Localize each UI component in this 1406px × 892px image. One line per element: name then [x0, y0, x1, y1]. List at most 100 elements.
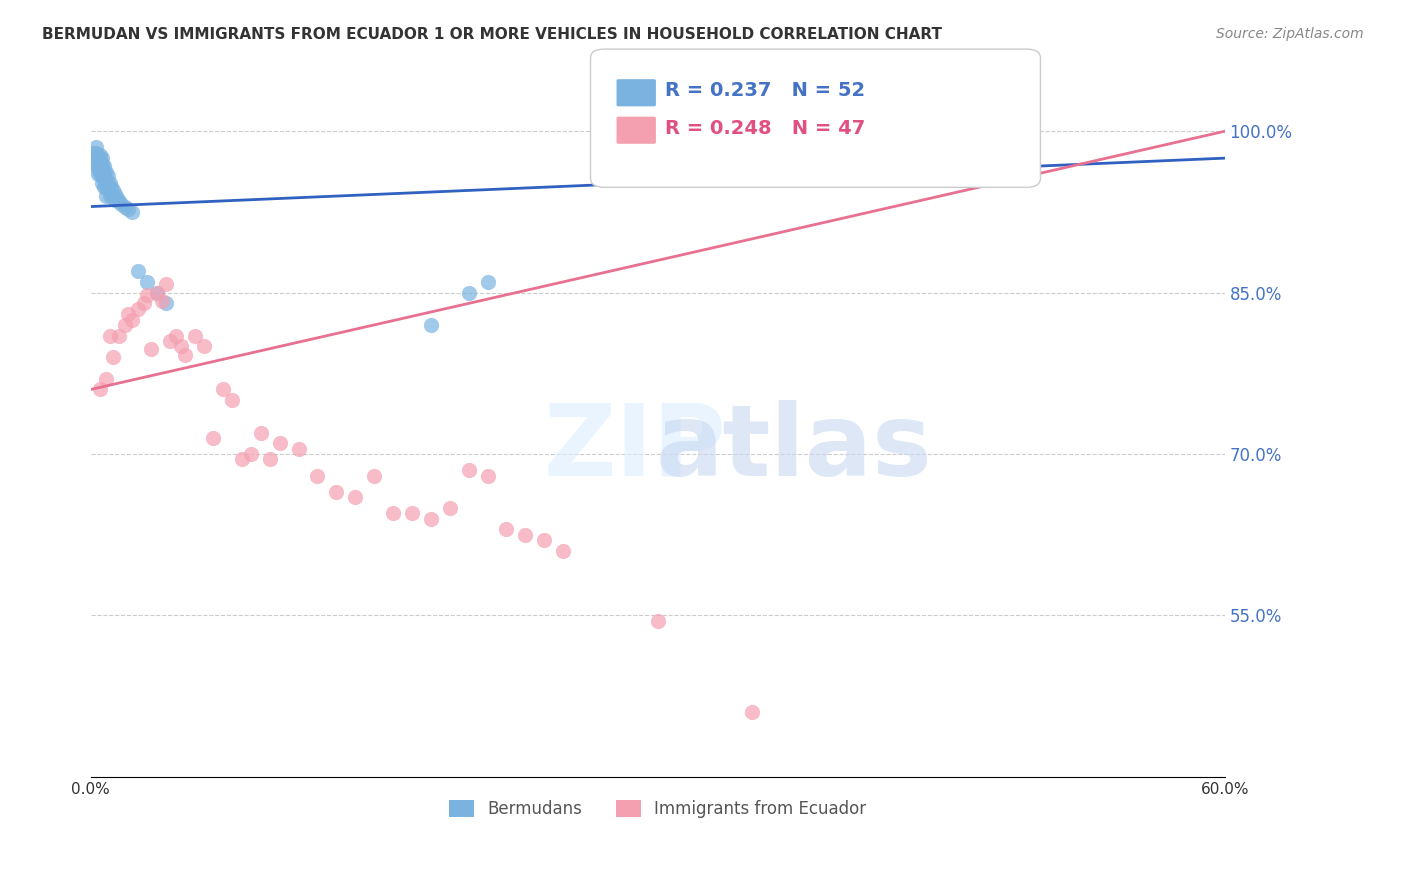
Point — [121, 312, 143, 326]
Point — [89, 383, 111, 397]
Point — [231, 452, 253, 467]
Point — [103, 189, 125, 203]
Point — [108, 194, 131, 209]
Point — [84, 140, 107, 154]
Point — [170, 339, 193, 353]
Point — [91, 161, 114, 176]
Point — [457, 285, 479, 300]
Point — [91, 169, 114, 184]
Point — [87, 154, 110, 169]
Point — [495, 522, 517, 536]
Point — [98, 189, 121, 203]
Point — [89, 167, 111, 181]
Point — [91, 151, 114, 165]
Point — [105, 191, 128, 205]
Point — [87, 167, 110, 181]
Point — [401, 506, 423, 520]
Point — [82, 145, 104, 160]
Point — [240, 447, 263, 461]
Point — [146, 285, 169, 300]
Point — [114, 200, 136, 214]
Point — [94, 165, 117, 179]
Point — [249, 425, 271, 440]
Point — [202, 431, 225, 445]
Point — [515, 528, 537, 542]
Point — [93, 180, 115, 194]
Point — [98, 183, 121, 197]
Point — [439, 500, 461, 515]
Point — [127, 264, 149, 278]
Point — [103, 350, 125, 364]
Text: ZIP: ZIP — [544, 400, 727, 497]
Point — [325, 484, 347, 499]
Point — [89, 148, 111, 162]
Point — [553, 544, 575, 558]
Point — [136, 275, 159, 289]
Point — [87, 161, 110, 176]
Point — [221, 393, 243, 408]
Point — [104, 193, 127, 207]
Point — [94, 372, 117, 386]
Point — [83, 151, 105, 165]
Point — [146, 285, 169, 300]
Point — [93, 159, 115, 173]
Point — [307, 468, 329, 483]
Point — [98, 176, 121, 190]
Point — [165, 328, 187, 343]
Point — [419, 511, 441, 525]
Point — [117, 307, 139, 321]
Legend: Bermudans, Immigrants from Ecuador: Bermudans, Immigrants from Ecuador — [443, 793, 873, 824]
Point — [94, 172, 117, 186]
Text: R = 0.237   N = 52: R = 0.237 N = 52 — [665, 81, 865, 101]
Point — [159, 334, 181, 348]
Point — [127, 301, 149, 316]
Point — [114, 318, 136, 332]
Text: Source: ZipAtlas.com: Source: ZipAtlas.com — [1216, 27, 1364, 41]
Point — [97, 169, 120, 184]
Point — [193, 339, 215, 353]
Point — [155, 296, 177, 310]
Point — [89, 151, 111, 165]
Point — [104, 186, 127, 201]
Point — [94, 180, 117, 194]
Text: atlas: atlas — [655, 400, 932, 497]
Point — [155, 277, 177, 291]
Point — [259, 452, 281, 467]
Point — [108, 328, 131, 343]
Point — [100, 180, 122, 194]
Point — [84, 151, 107, 165]
Point — [647, 614, 669, 628]
Point — [477, 468, 499, 483]
Point — [183, 328, 205, 343]
Point — [457, 463, 479, 477]
Point — [136, 287, 159, 301]
Point — [98, 328, 121, 343]
Point — [110, 197, 132, 211]
Point — [287, 442, 309, 456]
Point — [363, 468, 385, 483]
Point — [91, 176, 114, 190]
Point — [212, 383, 235, 397]
Point — [132, 296, 155, 310]
Point — [97, 178, 120, 192]
Point — [83, 156, 105, 170]
Point — [103, 183, 125, 197]
Point — [89, 156, 111, 170]
Point — [152, 294, 174, 309]
Point — [84, 145, 107, 160]
Point — [139, 342, 162, 356]
Point — [741, 706, 763, 720]
Point — [269, 436, 291, 450]
Point — [117, 202, 139, 216]
Point — [93, 165, 115, 179]
Point — [533, 533, 555, 548]
Point — [344, 490, 367, 504]
Point — [174, 348, 197, 362]
Point — [93, 172, 115, 186]
Point — [87, 159, 110, 173]
Point — [91, 156, 114, 170]
Point — [382, 506, 405, 520]
Point — [89, 161, 111, 176]
Point — [100, 186, 122, 201]
Text: BERMUDAN VS IMMIGRANTS FROM ECUADOR 1 OR MORE VEHICLES IN HOUSEHOLD CORRELATION : BERMUDAN VS IMMIGRANTS FROM ECUADOR 1 OR… — [42, 27, 942, 42]
